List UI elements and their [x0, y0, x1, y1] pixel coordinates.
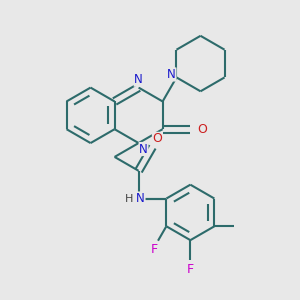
Text: F: F — [151, 243, 158, 256]
Text: N: N — [134, 73, 143, 86]
Text: N: N — [139, 142, 148, 155]
Text: N: N — [167, 68, 176, 81]
Text: H: H — [124, 194, 133, 203]
Text: O: O — [197, 123, 207, 136]
Text: F: F — [187, 263, 194, 276]
Text: O: O — [152, 132, 162, 146]
Text: N: N — [136, 192, 145, 205]
